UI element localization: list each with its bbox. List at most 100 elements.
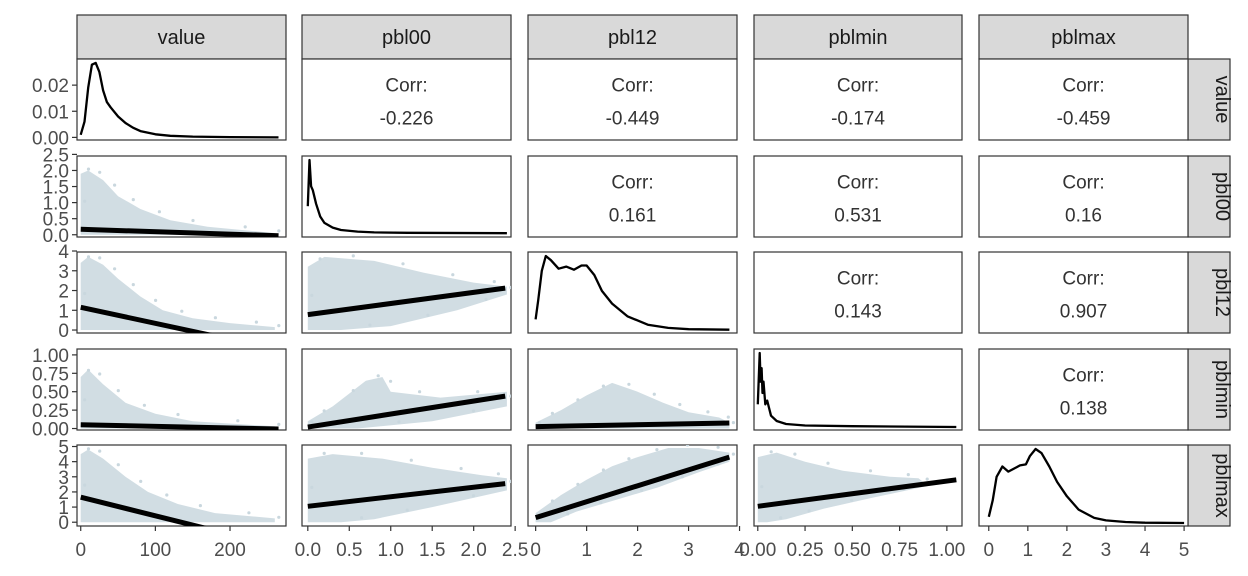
fit-line-pblmax-pbl00 xyxy=(307,481,506,509)
density-curve-pblmax xyxy=(987,447,1185,525)
scatter-point xyxy=(277,422,281,426)
scatter-point xyxy=(793,452,797,456)
strip-right-pbl00: pbl00 xyxy=(1187,155,1233,238)
panel-pblmax-pbl12 xyxy=(527,444,738,527)
scatter-point xyxy=(906,473,910,477)
scatter-point xyxy=(113,183,117,187)
panel-pbl12-value xyxy=(76,251,287,334)
strip-top-label: value xyxy=(158,27,206,49)
strip-right-label: pblmax xyxy=(1211,453,1233,517)
scatter-point xyxy=(318,257,322,261)
x-tick-label: 200 xyxy=(214,540,246,561)
x-tick-label: 0.00 xyxy=(739,540,776,561)
panel-pbl12-pblmin: Corr: 0.143 xyxy=(753,251,963,334)
scatter-point xyxy=(86,368,91,372)
y-tick-label: 1.00 xyxy=(32,346,69,367)
panel-pblmin-pbl12 xyxy=(527,348,738,431)
scatter-point xyxy=(599,501,603,505)
strip-top-pbl12: pbl12 xyxy=(527,14,738,60)
scatter-point xyxy=(113,267,117,271)
x-tick-label: 0 xyxy=(530,540,541,561)
scatter-point xyxy=(389,379,393,383)
scatter-cloud-pblmax-value xyxy=(80,449,275,523)
scatter-point xyxy=(678,402,682,407)
x-tick-label: 100 xyxy=(140,540,172,561)
x-tick-label: 2.0 xyxy=(460,540,486,561)
scatter-point xyxy=(277,324,281,328)
panel-pblmin-value xyxy=(76,348,287,431)
x-tick-label: 0.5 xyxy=(336,540,362,561)
x-tick-label: 0 xyxy=(983,540,994,561)
strip-top-pblmin: pblmin xyxy=(753,14,963,60)
scatter-point xyxy=(277,515,281,519)
scatter-point xyxy=(98,449,102,453)
x-tick-label: 1.5 xyxy=(419,540,445,561)
corr-label: Corr: xyxy=(1062,173,1104,194)
scatter-point xyxy=(655,448,659,452)
strip-top-pbl00: pbl00 xyxy=(301,14,512,60)
panel-frame xyxy=(978,444,1189,527)
panel-value-pbl00: Corr: -0.226 xyxy=(301,58,512,141)
scatter-point xyxy=(397,420,401,424)
corr-value: -0.449 xyxy=(606,109,660,130)
x-axis-value: 0 100 200 xyxy=(75,526,246,561)
scatter-point xyxy=(131,198,135,202)
scatter-point xyxy=(98,256,102,260)
y-axis-value: 0.00 0.01 0.02 xyxy=(32,76,77,149)
scatter-point xyxy=(83,483,87,487)
y-tick-label: 0 xyxy=(58,513,69,534)
x-tick-label: 3 xyxy=(683,540,694,561)
scatter-point xyxy=(376,374,380,378)
panel-pblmin-pblmax: Corr: 0.138 xyxy=(978,348,1189,431)
scatter-point xyxy=(509,394,511,398)
corr-value: 0.161 xyxy=(609,206,657,227)
corr-value: 0.907 xyxy=(1060,302,1108,323)
panel-frame xyxy=(978,251,1189,334)
scatter-cloud-pbl12-value xyxy=(80,256,275,330)
strip-top-label: pblmin xyxy=(829,27,888,49)
scatter-cloud-pbl12-pbl00 xyxy=(307,256,507,330)
scatter-point xyxy=(652,392,656,396)
corr-label: Corr: xyxy=(1062,269,1104,290)
scatter-point xyxy=(418,390,422,394)
scatter-point xyxy=(726,415,730,419)
scatter-point xyxy=(716,445,720,449)
strip-top-label: pbl00 xyxy=(382,27,431,49)
scatter-point xyxy=(116,389,120,393)
scatter-point xyxy=(83,199,87,203)
fit-line-pblmin-pbl12 xyxy=(535,420,730,430)
y-tick-label: 0.0 xyxy=(43,226,69,247)
panel-pblmax-pbl00 xyxy=(301,444,512,527)
y-tick-label: 1 xyxy=(58,301,69,322)
y-tick-label: 2.0 xyxy=(43,161,69,182)
x-tick-label: 2.5 xyxy=(502,540,528,561)
panel-value-pblmin: Corr: -0.174 xyxy=(753,58,963,141)
x-axis-pblmin: 0.00 0.25 0.50 0.75 1.00 xyxy=(739,526,965,561)
scatter-point xyxy=(157,210,161,214)
corr-label: Corr: xyxy=(385,76,427,97)
density-curve-value xyxy=(79,61,279,139)
density-curve-pbl00 xyxy=(306,158,507,235)
panel-frame xyxy=(527,58,738,141)
panel-frame xyxy=(753,155,963,238)
strip-right-label: pbl00 xyxy=(1211,172,1233,221)
y-tick-label: 2.5 xyxy=(43,145,69,166)
panel-frame xyxy=(978,348,1189,431)
panel-pblmax-value xyxy=(76,444,287,527)
scatter-point xyxy=(368,323,372,327)
y-axis-pbl00: 0.00.51.01.52.02.5 xyxy=(43,145,77,247)
x-tick-label: 1 xyxy=(581,540,592,561)
scatter-point xyxy=(277,229,281,233)
x-tick-label: 4 xyxy=(734,540,745,561)
panel-frame xyxy=(301,155,512,238)
scatter-point xyxy=(247,511,251,515)
scatter-point xyxy=(601,468,606,472)
panel-pbl00-pblmin: Corr: 0.531 xyxy=(753,155,963,238)
scatter-point xyxy=(566,512,570,516)
corr-value: 0.143 xyxy=(834,302,882,323)
panel-pbl12-pbl12 xyxy=(527,251,738,334)
scatter-point xyxy=(476,390,480,394)
corr-label: Corr: xyxy=(837,173,879,194)
scatter-point xyxy=(769,450,773,454)
